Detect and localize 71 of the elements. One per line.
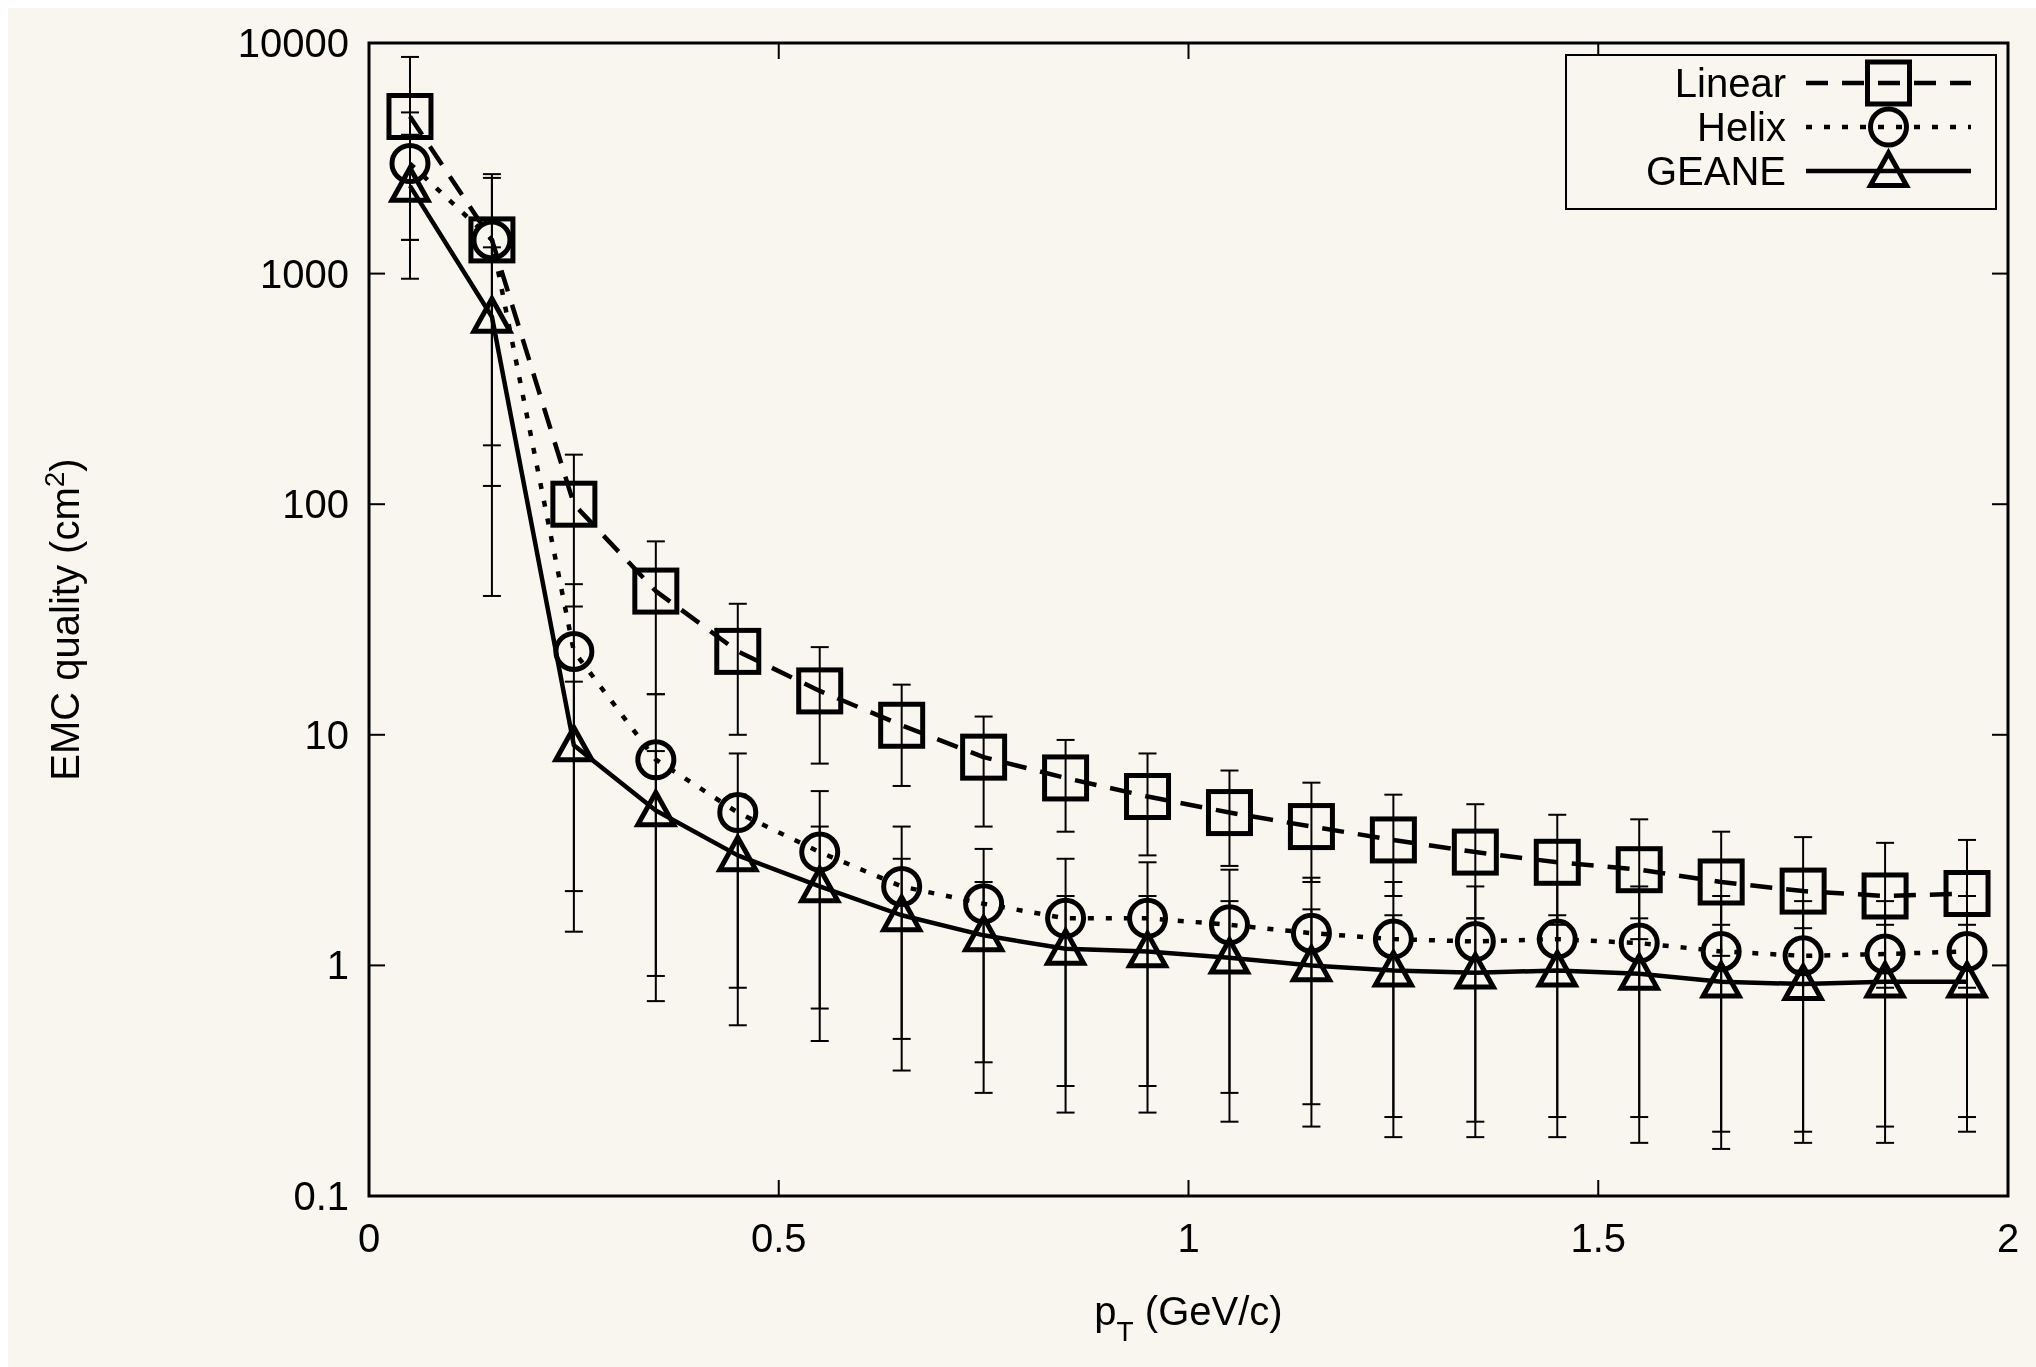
point	[471, 296, 513, 334]
point	[1205, 789, 1253, 837]
point	[632, 567, 680, 615]
point	[1618, 922, 1660, 964]
point	[796, 667, 844, 715]
point	[1372, 918, 1414, 960]
y-tick-label: 1000	[260, 251, 349, 296]
y-tick-label: 1	[326, 943, 349, 988]
point	[1697, 858, 1745, 906]
point	[963, 883, 1005, 925]
point	[881, 894, 923, 933]
x-tick-label: 2	[1996, 1216, 2020, 1260]
point	[1290, 912, 1332, 954]
point	[717, 834, 759, 873]
point	[1287, 803, 1335, 851]
point	[1533, 838, 1581, 886]
y-tick-label: 10	[304, 712, 349, 757]
point	[1045, 928, 1087, 966]
point	[714, 627, 762, 675]
point	[717, 792, 759, 834]
point	[1454, 952, 1496, 990]
point	[1208, 904, 1250, 946]
point	[1782, 963, 1824, 1001]
point	[635, 789, 677, 828]
point	[553, 724, 595, 763]
point	[1536, 918, 1578, 960]
point	[1372, 950, 1414, 988]
legend-label: GEANE	[1645, 149, 1786, 193]
point	[550, 480, 598, 528]
y-tick-label: 10000	[237, 21, 349, 65]
point	[635, 739, 677, 781]
point	[1208, 937, 1250, 975]
point	[799, 865, 841, 904]
x-tick-label: 0.5	[750, 1216, 807, 1260]
point	[1042, 754, 1090, 802]
point	[1700, 961, 1742, 999]
point	[1451, 828, 1499, 876]
x-tick-label: 1	[1177, 1216, 1200, 1260]
point	[1864, 961, 1906, 999]
point	[389, 143, 431, 185]
legend-label: Linear	[1674, 61, 1786, 105]
point	[1782, 935, 1824, 977]
point	[1127, 930, 1169, 969]
x-tick-label: 0	[357, 1216, 381, 1260]
point	[1045, 897, 1087, 939]
point	[553, 630, 595, 672]
point	[1943, 870, 1991, 918]
point	[386, 93, 434, 141]
point	[1290, 944, 1332, 983]
point	[1700, 930, 1742, 972]
point	[1124, 773, 1172, 821]
point	[1454, 920, 1496, 962]
point	[1618, 953, 1660, 991]
point	[1536, 950, 1578, 988]
point	[1779, 867, 1827, 915]
point	[960, 733, 1008, 781]
point	[1127, 897, 1169, 939]
point	[1864, 933, 1906, 975]
x-axis-title: p$_{T}$ (GeV/c)	[1094, 1289, 1283, 1347]
point	[1861, 872, 1909, 920]
point	[1369, 816, 1417, 864]
y-tick-label: 0.1	[293, 1174, 349, 1218]
point	[1615, 846, 1663, 894]
point	[963, 914, 1005, 953]
legend-label: Helix	[1697, 105, 1786, 149]
x-tick-label: 1.5	[1570, 1216, 1627, 1260]
point	[799, 831, 841, 873]
point	[881, 865, 923, 907]
point	[1946, 930, 1988, 972]
point	[878, 701, 926, 749]
y-tick-label: 100	[282, 482, 349, 527]
